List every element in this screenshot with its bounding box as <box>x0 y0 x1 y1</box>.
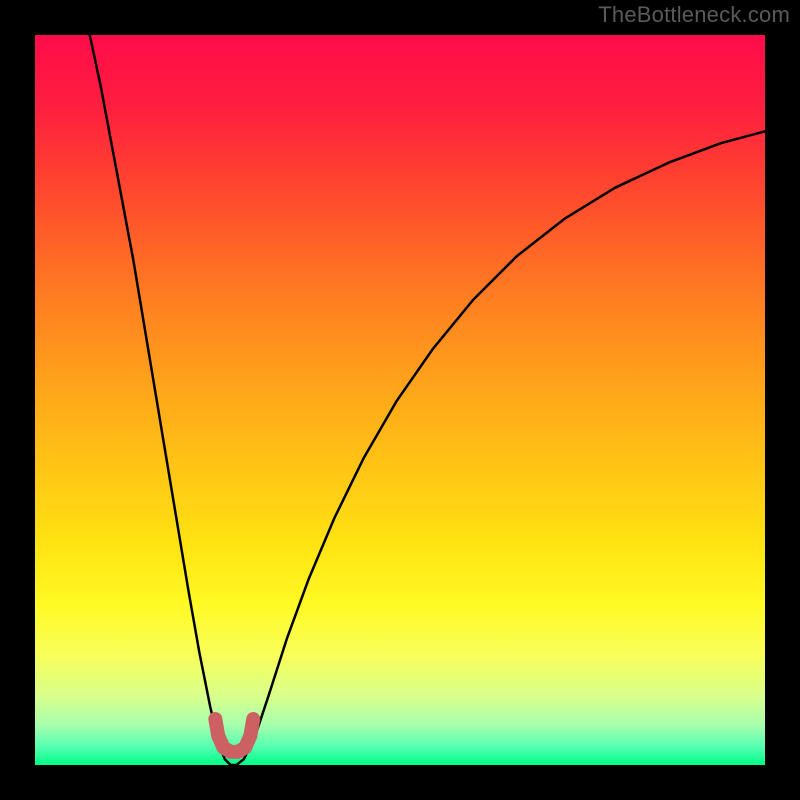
chart-frame: TheBottleneck.com <box>0 0 800 800</box>
plot-svg <box>35 35 765 765</box>
attribution-label: TheBottleneck.com <box>598 2 790 28</box>
plot-area <box>35 35 765 765</box>
gradient-background <box>35 35 765 765</box>
